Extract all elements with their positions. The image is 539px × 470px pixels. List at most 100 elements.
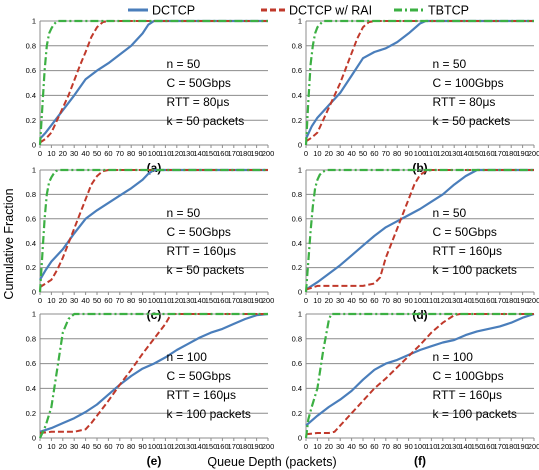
x-tick-label-d-2: 20 xyxy=(325,296,333,305)
x-tick-label-a-13: 130 xyxy=(182,149,195,158)
x-tick-label-f-20: 200 xyxy=(528,442,539,451)
series-line-tbtcp-b xyxy=(304,19,534,146)
x-tick-label-b-9: 90 xyxy=(404,149,412,158)
y-tick-label-b-2: 0.4 xyxy=(292,91,302,100)
annotation-c-0: n = 50 xyxy=(167,206,201,220)
x-tick-label-f-0: 0 xyxy=(304,442,308,451)
y-tick-label-c-4: 0.8 xyxy=(26,190,36,199)
x-tick-label-a-0: 0 xyxy=(38,149,42,158)
x-tick-label-f-14: 140 xyxy=(459,442,472,451)
y-tick-label-e-2: 0.4 xyxy=(26,384,36,393)
x-tick-label-d-14: 140 xyxy=(459,296,472,305)
y-tick-label-b-1: 0.2 xyxy=(292,116,302,125)
x-tick-label-d-10: 100 xyxy=(414,296,427,305)
x-tick-label-c-18: 180 xyxy=(239,296,252,305)
x-tick-label-a-19: 190 xyxy=(250,149,263,158)
x-tick-label-a-8: 80 xyxy=(127,149,135,158)
x-tick-label-c-11: 110 xyxy=(159,296,171,305)
x-tick-label-e-1: 10 xyxy=(47,442,55,451)
x-tick-label-f-4: 40 xyxy=(347,442,355,451)
x-tick-label-f-18: 180 xyxy=(505,442,518,451)
annotation-d-1: C = 50Gbps xyxy=(433,225,497,239)
x-tick-label-c-5: 50 xyxy=(93,296,101,305)
x-tick-label-a-20: 200 xyxy=(262,149,275,158)
x-tick-label-f-11: 110 xyxy=(425,442,437,451)
series-line-dctcp-e xyxy=(39,312,269,433)
x-tick-label-b-14: 140 xyxy=(459,149,472,158)
x-tick-label-d-19: 190 xyxy=(516,296,529,305)
x-tick-label-e-2: 20 xyxy=(59,442,67,451)
x-tick-label-b-15: 150 xyxy=(471,149,484,158)
x-tick-label-b-3: 30 xyxy=(336,149,344,158)
y-tick-label-e-3: 0.6 xyxy=(26,359,36,368)
annotation-e-3: k = 100 packets xyxy=(167,407,251,421)
x-tick-label-d-3: 30 xyxy=(336,296,344,305)
x-tick-label-e-11: 110 xyxy=(159,442,171,451)
panel-a: 00.20.40.60.810 10 20 30 40 50 60 70 80 90 100 110 1… xyxy=(26,17,275,175)
x-tick-label-f-10: 100 xyxy=(414,442,427,451)
x-tick-label-c-13: 130 xyxy=(182,296,195,305)
y-tick-label-f-4: 0.8 xyxy=(292,334,302,343)
annotation-b-2: RTT = 80μs xyxy=(433,95,496,109)
x-tick-label-e-15: 150 xyxy=(205,442,218,451)
y-tick-label-a-5: 1 xyxy=(32,17,36,26)
panels: 00.20.40.60.810 10 20 30 40 50 60 70 80 90 100 110 1… xyxy=(26,17,539,468)
y-tick-label-d-3: 0.6 xyxy=(292,214,302,223)
x-tick-label-b-7: 70 xyxy=(382,149,390,158)
x-tick-label-e-13: 130 xyxy=(182,442,195,451)
x-tick-label-e-14: 140 xyxy=(193,442,206,451)
x-tick-label-e-5: 50 xyxy=(93,442,101,451)
x-tick-label-c-15: 150 xyxy=(205,296,218,305)
x-tick-label-a-10: 100 xyxy=(148,149,161,158)
annotation-f-2: RTT = 160μs xyxy=(433,388,503,402)
x-tick-label-d-4: 40 xyxy=(347,296,355,305)
x-tick-label-f-13: 130 xyxy=(448,442,461,451)
y-tick-label-e-0: 0 xyxy=(32,434,36,443)
annotation-a-1: C = 50Gbps xyxy=(167,76,231,90)
x-tick-label-d-7: 70 xyxy=(382,296,390,305)
x-tick-label-a-18: 180 xyxy=(239,149,252,158)
y-tick-label-b-4: 0.8 xyxy=(292,41,302,50)
x-tick-label-c-10: 100 xyxy=(148,296,161,305)
x-tick-label-a-15: 150 xyxy=(205,149,218,158)
annotation-a-2: RTT = 80μs xyxy=(167,95,230,109)
x-tick-label-d-5: 50 xyxy=(359,296,367,305)
x-tick-label-b-18: 180 xyxy=(505,149,518,158)
x-tick-label-f-19: 190 xyxy=(516,442,529,451)
x-tick-label-f-5: 50 xyxy=(359,442,367,451)
x-tick-label-a-6: 60 xyxy=(104,149,112,158)
annotation-b-3: k = 50 packets xyxy=(433,114,511,128)
x-tick-label-d-11: 110 xyxy=(425,296,437,305)
y-tick-label-c-0: 0 xyxy=(32,288,36,297)
panel-f: 00.20.40.60.810 10 20 30 40 50 60 70 80 90 100 110 1… xyxy=(292,310,539,468)
x-tick-label-d-9: 90 xyxy=(404,296,412,305)
annotation-e-0: n = 100 xyxy=(167,350,208,364)
annotation-d-2: RTT = 160μs xyxy=(433,244,503,258)
y-tick-label-f-2: 0.4 xyxy=(292,384,302,393)
y-axis-label: Cumulative Fraction xyxy=(2,188,16,299)
x-tick-label-c-14: 140 xyxy=(193,296,206,305)
y-tick-label-d-0: 0 xyxy=(298,288,302,297)
y-tick-label-a-3: 0.6 xyxy=(26,66,36,75)
x-tick-label-f-1: 10 xyxy=(313,442,321,451)
x-tick-label-b-20: 200 xyxy=(528,149,539,158)
panel-b: 00.20.40.60.810 10 20 30 40 50 60 70 80 90 100 110 1… xyxy=(292,17,539,175)
y-tick-label-b-3: 0.6 xyxy=(292,66,302,75)
x-tick-label-c-12: 120 xyxy=(171,296,184,305)
x-tick-label-c-0: 0 xyxy=(38,296,42,305)
x-tick-label-e-8: 80 xyxy=(127,442,135,451)
x-tick-label-f-15: 150 xyxy=(471,442,484,451)
panel-e: 00.20.40.60.810 10 20 30 40 50 60 70 80 90 100 110 1… xyxy=(26,310,275,468)
x-tick-label-b-5: 50 xyxy=(359,149,367,158)
x-tick-label-a-11: 110 xyxy=(159,149,171,158)
x-axis-label: Queue Depth (packets) xyxy=(207,455,336,469)
series-line-dctcp-w-rai-a xyxy=(39,20,268,144)
x-tick-label-c-1: 10 xyxy=(47,296,55,305)
legend-label-dctcp-rai: DCTCP w/ RAI xyxy=(289,4,372,18)
series-line-dctcp-f xyxy=(305,312,535,427)
x-tick-label-c-6: 60 xyxy=(104,296,112,305)
series-line-tbtcp-d xyxy=(304,168,534,293)
x-tick-label-c-7: 70 xyxy=(116,296,124,305)
y-tick-label-f-3: 0.6 xyxy=(292,359,302,368)
x-tick-label-a-2: 20 xyxy=(59,149,67,158)
